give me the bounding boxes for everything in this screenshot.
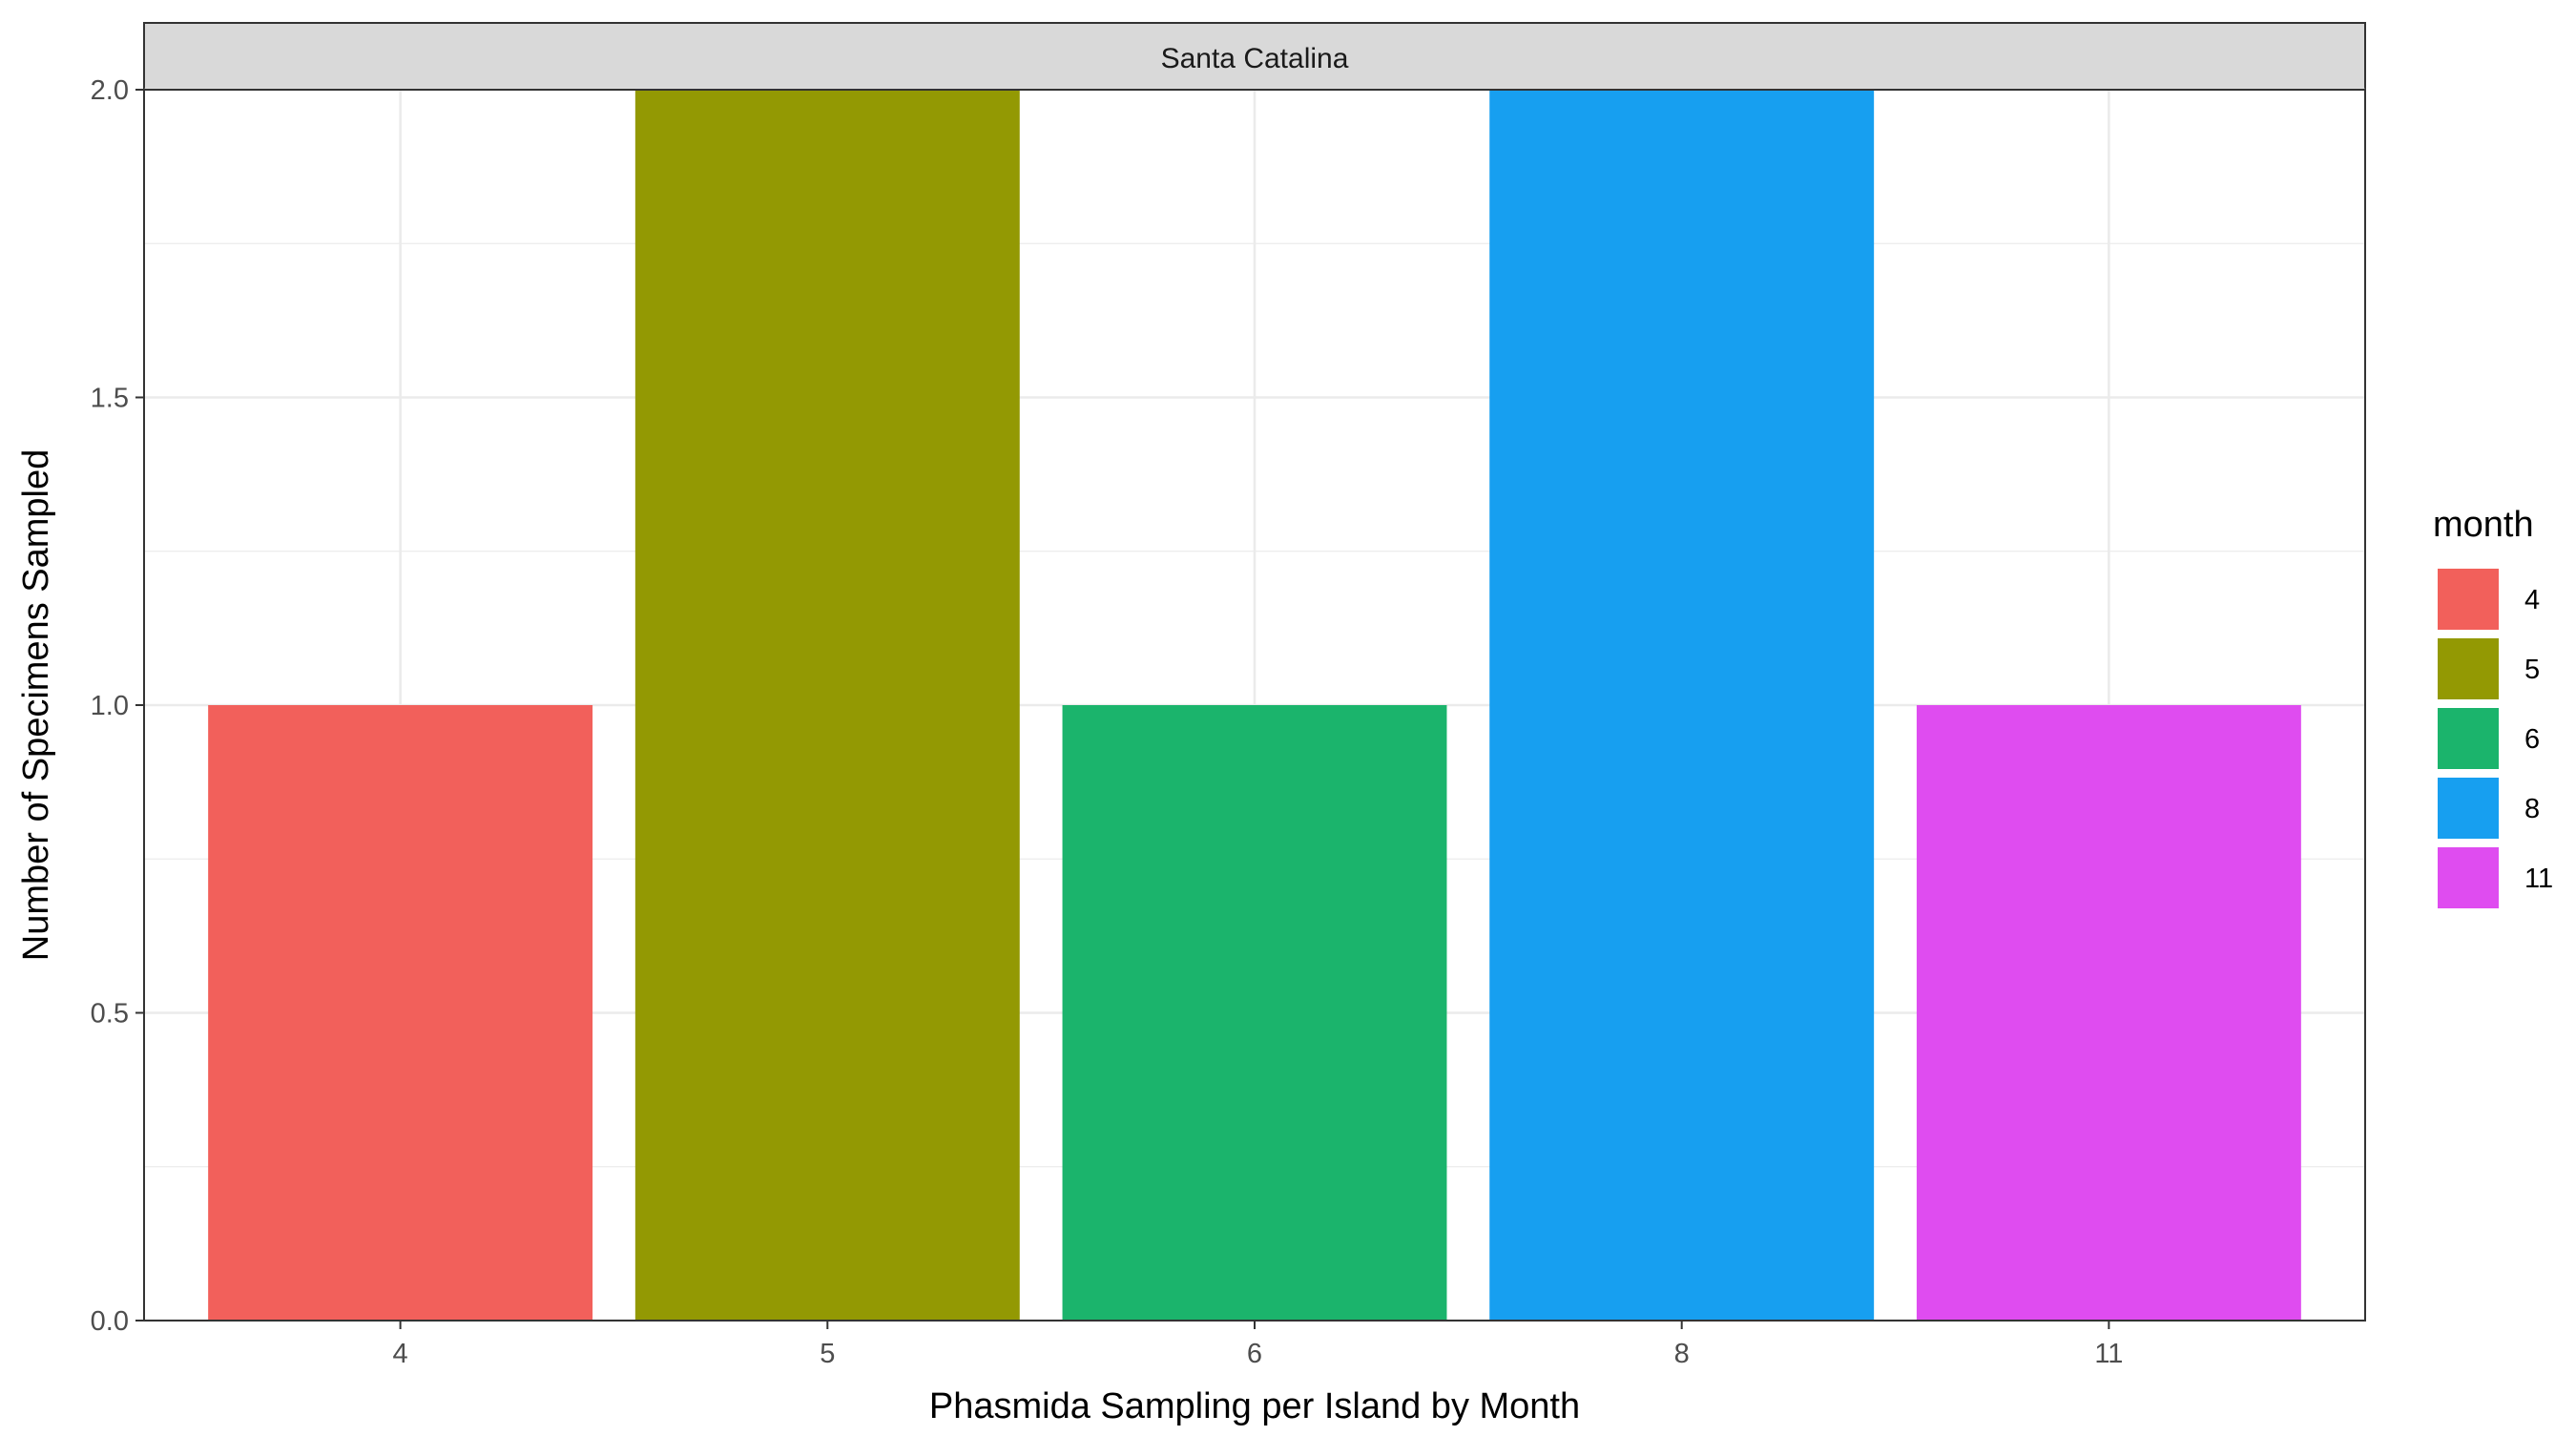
legend-swatch-8 (2438, 778, 2499, 839)
x-tick-label: 4 (393, 1339, 408, 1369)
legend-label: 11 (2524, 864, 2553, 894)
x-tick-label: 5 (820, 1339, 835, 1369)
legend-label: 5 (2524, 655, 2540, 685)
x-tick-label: 11 (2094, 1339, 2123, 1369)
x-tick-label: 6 (1247, 1339, 1262, 1369)
y-tick-label: 1.5 (91, 384, 129, 414)
y-axis: 0.0 0.5 1.0 1.5 2.0 (91, 75, 144, 1337)
y-tick-label: 0.0 (91, 1306, 129, 1337)
bars (208, 90, 2301, 1321)
bar-month-6 (1062, 705, 1447, 1321)
facet-strip-label: Santa Catalina (1161, 43, 1349, 74)
legend-title: month (2433, 505, 2534, 545)
x-axis: 4 5 6 8 11 (393, 1321, 2123, 1369)
legend-swatch-6 (2438, 708, 2499, 769)
legend-label: 8 (2524, 794, 2540, 824)
x-axis-title: Phasmida Sampling per Island by Month (929, 1386, 1580, 1426)
y-axis-title: Number of Specimens Sampled (16, 449, 56, 961)
y-tick-label: 2.0 (91, 75, 129, 106)
legend-swatch-11 (2438, 847, 2499, 908)
y-tick-label: 0.5 (91, 999, 129, 1030)
x-tick-label: 8 (1674, 1339, 1690, 1369)
bar-month-8 (1489, 90, 1875, 1321)
bar-month-5 (634, 90, 1020, 1321)
legend: 4 5 6 8 11 (2438, 569, 2553, 908)
bar-month-4 (208, 705, 593, 1321)
legend-label: 6 (2524, 724, 2540, 755)
bar-month-11 (1916, 705, 2301, 1321)
legend-label: 4 (2524, 585, 2540, 615)
y-tick-label: 1.0 (91, 691, 129, 721)
legend-swatch-4 (2438, 569, 2499, 630)
legend-swatch-5 (2438, 638, 2499, 699)
facet-strip (143, 22, 2366, 91)
